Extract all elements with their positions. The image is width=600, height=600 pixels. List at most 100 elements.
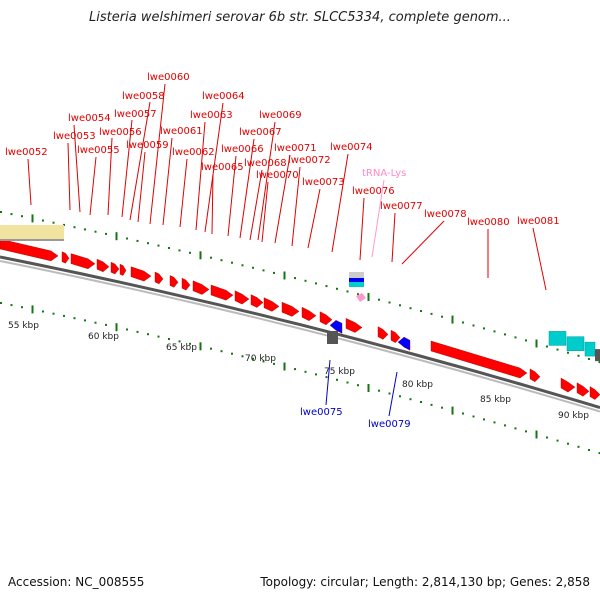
tick-mark (273, 271, 275, 274)
tick-mark (105, 323, 107, 326)
gene-label[interactable]: lwe0060 (147, 72, 190, 83)
tick-mark (535, 339, 538, 348)
tick-mark (546, 345, 548, 348)
tick-mark (441, 406, 443, 409)
tick-mark (409, 398, 412, 401)
tick-mark (357, 384, 359, 387)
forward-gene-arrow (192, 280, 210, 295)
tick-mark (220, 350, 223, 353)
leader-line (239, 138, 255, 239)
tick-mark (189, 251, 191, 254)
gene-label[interactable]: lwe0067 (239, 127, 282, 138)
leader-line (391, 212, 396, 263)
tick-mark (136, 239, 139, 242)
gene-label[interactable]: lwe0073 (302, 177, 345, 188)
gene-label[interactable]: lwe0054 (68, 113, 111, 124)
leader-line (204, 102, 224, 233)
tick-mark (472, 324, 475, 327)
forward-gene-arrow (130, 266, 152, 282)
tick-mark (588, 358, 590, 360)
gene-label[interactable]: lwe0081 (517, 216, 560, 227)
tick-mark (514, 336, 517, 339)
cyan-feature-box (584, 341, 596, 357)
gene-label[interactable]: lwe0065 (201, 162, 244, 173)
gene-label[interactable]: lwe0064 (202, 91, 245, 102)
leader-line (27, 158, 32, 206)
gene-label[interactable]: lwe0070 (256, 170, 299, 181)
gene-label[interactable]: lwe0072 (288, 155, 331, 166)
tick-mark (525, 339, 527, 342)
gene-label[interactable]: lwe0075 (300, 407, 343, 418)
leader-line (211, 173, 214, 235)
tick-mark (346, 381, 349, 384)
tick-mark (388, 301, 391, 304)
tick-mark (493, 421, 496, 424)
tick-mark (126, 328, 128, 331)
tick-mark (556, 348, 559, 351)
leader-line (291, 166, 301, 247)
map-title: Listeria welshimeri serovar 6b str. SLCC… (89, 10, 511, 25)
leader-line (249, 169, 263, 241)
gene-label[interactable]: lwe0066 (221, 144, 264, 155)
tick-layer (0, 211, 600, 455)
gene-label[interactable]: lwe0071 (274, 143, 317, 154)
tick-mark (336, 378, 338, 381)
gene-label[interactable]: lwe0058 (122, 91, 165, 102)
tick-mark (94, 230, 97, 233)
tick-mark (420, 310, 422, 312)
gene-label[interactable]: lwe0062 (172, 147, 215, 158)
tick-mark (598, 361, 600, 364)
stack-marker (349, 272, 364, 278)
gene-label[interactable]: lwe0059 (126, 140, 169, 151)
gene-label[interactable]: lwe0076 (352, 186, 395, 197)
tick-mark (567, 351, 569, 354)
gene-label[interactable]: lwe0056 (99, 127, 142, 138)
gene-label[interactable]: lwe0077 (380, 201, 423, 212)
leader-line (307, 188, 321, 249)
forward-gene-arrow (119, 263, 127, 276)
gene-label[interactable]: lwe0080 (467, 217, 510, 228)
gene-label[interactable]: lwe0074 (330, 142, 373, 153)
leader-line (149, 83, 166, 225)
leader-line (89, 156, 97, 216)
tick-mark (367, 384, 370, 392)
gene-label[interactable]: lwe0055 (77, 145, 120, 156)
forward-gene-arrow (529, 368, 541, 383)
scale-label: 85 kbp (480, 395, 511, 405)
tick-mark (178, 340, 181, 343)
tick-mark (10, 304, 13, 307)
leader-line (107, 137, 113, 216)
leader-line (359, 197, 365, 261)
gene-label[interactable]: lwe0069 (259, 110, 302, 121)
gene-label[interactable]: lwe0053 (53, 131, 96, 142)
tick-mark (546, 436, 548, 439)
gene-label[interactable]: lwe0061 (160, 126, 203, 137)
tick-mark (504, 333, 506, 336)
tick-mark (63, 314, 65, 317)
cyan-feature-box (548, 331, 567, 346)
tick-mark (115, 323, 118, 332)
tick-mark (210, 256, 212, 259)
scale-label: 80 kbp (402, 380, 433, 390)
gene-label[interactable]: lwe0079 (368, 419, 411, 430)
trna-label[interactable]: tRNA-Lys (362, 168, 406, 179)
gene-label[interactable]: lwe0068 (244, 158, 287, 169)
forward-gene-arrow (301, 306, 317, 321)
backbone-shadow (0, 260, 600, 413)
misc-feature-box (0, 225, 64, 239)
gene-label[interactable]: lwe0063 (190, 110, 233, 121)
gene-label[interactable]: lwe0052 (5, 147, 48, 158)
tick-mark (252, 357, 254, 360)
forward-gene-arrow (0, 238, 59, 262)
tick-mark (483, 418, 485, 421)
forward-gene-arrow (377, 326, 389, 340)
tick-mark (378, 389, 380, 392)
gene-label[interactable]: lwe0057 (114, 109, 157, 120)
accession-text: Accession: NC_008555 (8, 575, 145, 589)
gene-label[interactable]: lwe0078 (424, 209, 467, 220)
tick-mark (577, 445, 580, 448)
tick-mark (157, 244, 160, 247)
tick-mark (283, 362, 286, 371)
